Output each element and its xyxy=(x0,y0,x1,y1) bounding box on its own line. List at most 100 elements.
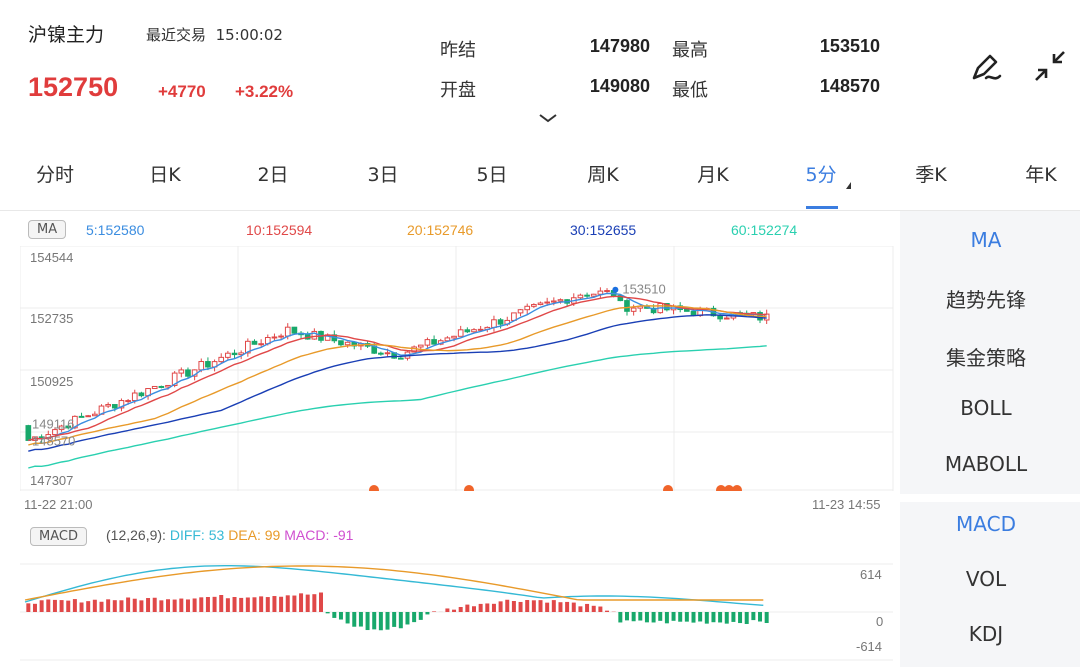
prev-close-value: 147980 xyxy=(589,36,650,56)
ma-line xyxy=(28,345,767,469)
macd-bar xyxy=(46,599,51,612)
side-item-sub[interactable]: VOL xyxy=(965,567,1007,591)
macd-bar xyxy=(664,612,669,624)
macd-bar xyxy=(245,597,250,612)
ma-line xyxy=(28,292,767,442)
macd-chart[interactable] xyxy=(20,556,895,661)
macd-bar xyxy=(99,601,104,612)
macd-bar xyxy=(538,600,543,612)
macd-bar xyxy=(551,600,556,612)
macd-bar xyxy=(405,612,410,625)
candle-body xyxy=(225,352,231,358)
macd-bar xyxy=(185,599,190,612)
macd-bar xyxy=(631,612,636,622)
macd-bar xyxy=(465,604,470,612)
macd-bar xyxy=(571,602,576,612)
candle-body xyxy=(723,317,730,320)
macd-bar xyxy=(26,603,31,612)
candle-body xyxy=(105,404,111,407)
high-label: 最高 xyxy=(672,40,708,61)
ma-line xyxy=(28,305,767,446)
last-trade-time: 15:00:02 xyxy=(215,26,283,44)
macd-bar xyxy=(332,612,337,618)
macd-bar xyxy=(79,602,84,612)
y-tick-label: 154544 xyxy=(30,250,74,265)
candle-body xyxy=(178,369,185,374)
tab-0[interactable]: 分时 xyxy=(35,164,74,186)
tab-8[interactable]: 季K xyxy=(915,164,947,186)
sub-indicator-label[interactable]: MACD xyxy=(30,527,87,546)
candle-body xyxy=(497,319,504,325)
ma-value: 5:152580 xyxy=(86,222,145,238)
side-item-sub[interactable]: KDJ xyxy=(968,622,1004,646)
macd-bar xyxy=(724,612,729,624)
tab-5[interactable]: 周K xyxy=(587,164,619,186)
macd-bar xyxy=(525,600,530,612)
macd-bar xyxy=(545,602,550,612)
macd-bar xyxy=(418,612,423,620)
macd-y-tick: 0 xyxy=(876,614,884,629)
macd-bar xyxy=(132,598,137,612)
macd-bar xyxy=(478,603,483,612)
side-item-sub[interactable]: MACD xyxy=(956,512,1016,536)
candle-body xyxy=(544,301,550,304)
macd-bar xyxy=(558,602,563,612)
event-dot xyxy=(464,485,474,491)
ma-value: 10:152594 xyxy=(246,222,313,238)
ma-value: 60:152274 xyxy=(731,222,798,238)
side-item-main[interactable]: MABOLL xyxy=(944,452,1028,476)
macd-bar xyxy=(491,603,496,612)
tab-9[interactable]: 年K xyxy=(1025,164,1057,186)
candle-body xyxy=(597,290,604,295)
tab-4[interactable]: 5日 xyxy=(476,164,508,186)
side-item-main[interactable]: MA xyxy=(970,228,1002,252)
macd-bar xyxy=(219,595,224,612)
macd-bar xyxy=(472,606,476,612)
tab-1[interactable]: 日K xyxy=(149,164,181,186)
collapse-icon[interactable] xyxy=(1030,46,1070,86)
macd-bar xyxy=(392,612,397,627)
candle-body xyxy=(584,294,590,297)
macd-bar xyxy=(292,595,297,612)
event-dot xyxy=(732,485,742,491)
macd-diff-line xyxy=(24,564,764,606)
macd-bar xyxy=(345,612,350,624)
macd-bar xyxy=(39,600,44,612)
candle-body xyxy=(171,372,178,386)
macd-bar xyxy=(624,612,629,621)
candle-body xyxy=(417,344,424,348)
macd-bar xyxy=(279,596,284,612)
candle-body xyxy=(617,295,624,302)
pen-icon[interactable] xyxy=(966,48,1006,88)
side-item-main[interactable]: 集金策略 xyxy=(946,346,1026,370)
candle-body xyxy=(717,315,723,320)
candle-body xyxy=(278,335,284,338)
tab-3[interactable]: 3日 xyxy=(367,164,399,186)
chevron-down-icon[interactable] xyxy=(536,110,560,129)
candle-body xyxy=(78,415,85,418)
candle-body xyxy=(457,329,464,337)
side-item-main[interactable]: BOLL xyxy=(960,396,1012,420)
candle-body xyxy=(52,429,58,436)
high-value: 153510 xyxy=(819,36,880,56)
y-tick-label: 152735 xyxy=(30,311,74,326)
macd-bar xyxy=(425,612,430,615)
tab-6[interactable]: 月K xyxy=(697,164,729,186)
ma-value: 30:152655 xyxy=(570,222,637,238)
candle-body xyxy=(650,307,657,314)
macd-bar xyxy=(578,606,583,612)
macd-bar xyxy=(651,612,656,623)
side-item-main[interactable]: 趋势先锋 xyxy=(946,288,1026,312)
tab-7[interactable]: 5分 xyxy=(805,164,837,186)
macd-bar xyxy=(265,597,270,612)
macd-bar xyxy=(591,605,596,612)
candle-body xyxy=(397,357,404,360)
y-tick-label: 150925 xyxy=(30,374,74,389)
main-indicator-label[interactable]: MA xyxy=(28,220,67,239)
last-price: 152750 xyxy=(28,72,119,102)
tab-2[interactable]: 2日 xyxy=(257,164,289,186)
tab-dropdown-caret-icon[interactable] xyxy=(846,182,851,189)
candle-body xyxy=(65,425,72,429)
macd-bar xyxy=(531,600,536,612)
